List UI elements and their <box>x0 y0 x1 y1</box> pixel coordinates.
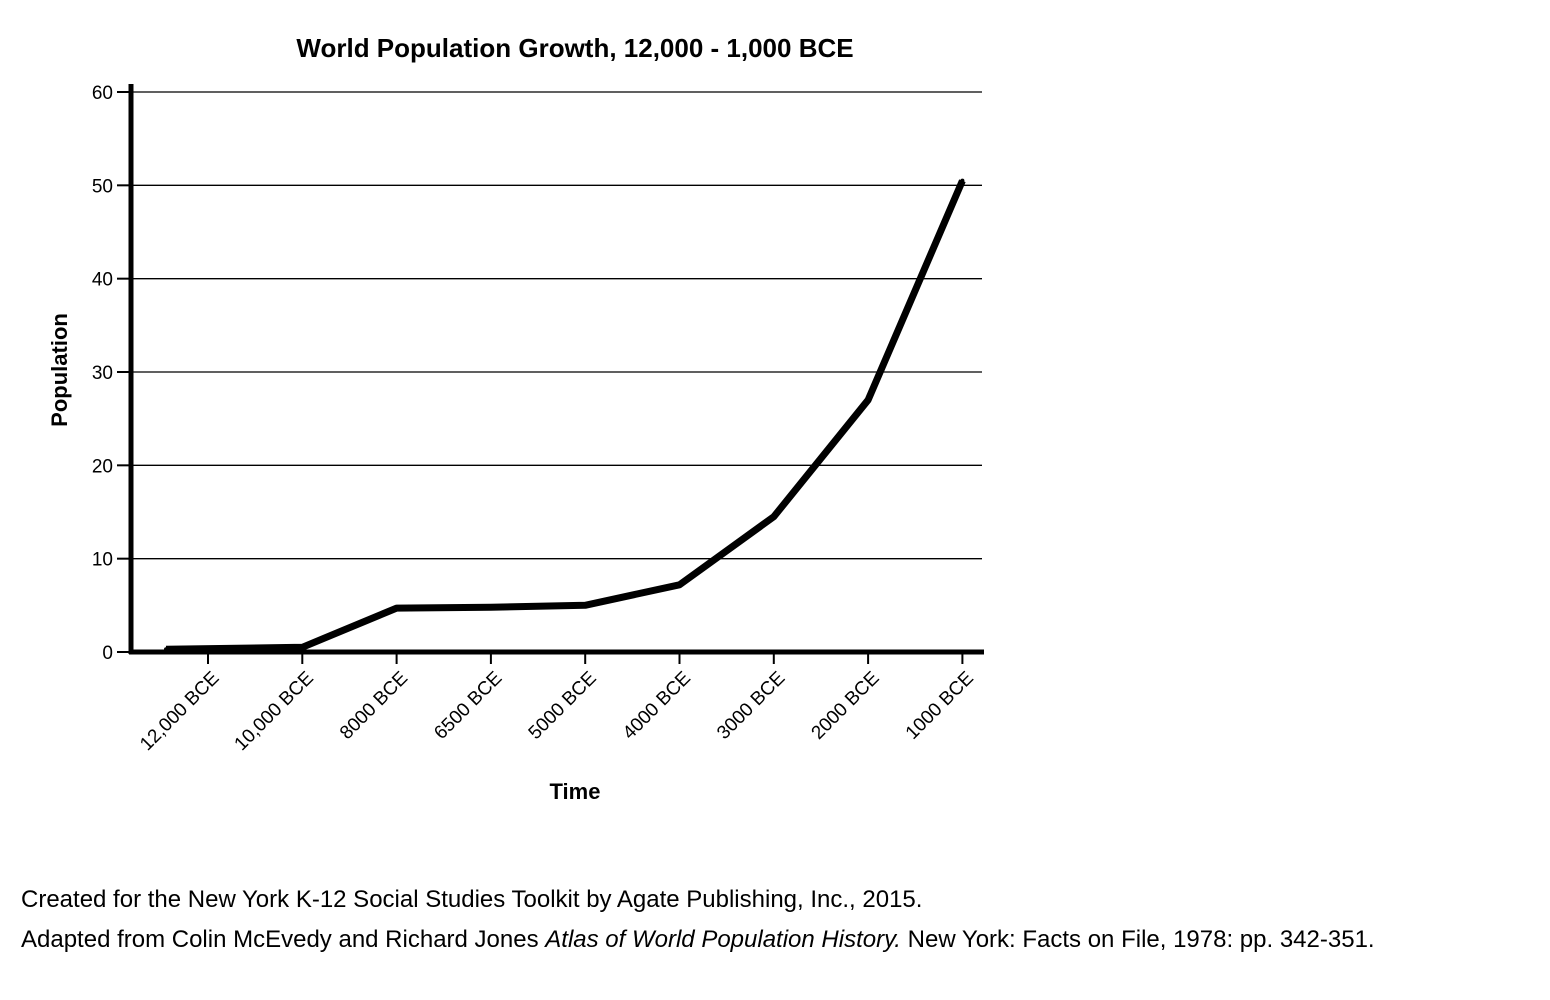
x-tick-label: 6500 BCE <box>430 668 506 744</box>
axes <box>117 84 984 664</box>
x-tick-label: 3000 BCE <box>713 668 789 744</box>
x-tick-label: 10,000 BCE <box>231 668 318 755</box>
y-tick-label: 40 <box>92 270 113 291</box>
data-point <box>488 605 493 610</box>
data-point <box>394 606 399 611</box>
data-point <box>677 582 682 587</box>
data-point <box>866 398 871 402</box>
chart-title: World Population Growth, 12,000 - 1,000 … <box>296 33 853 63</box>
x-tick-label: 1000 BCE <box>902 668 978 744</box>
data-point <box>960 178 965 183</box>
citation-prefix: Adapted from Colin McEvedy and Richard J… <box>21 926 546 953</box>
line-chart: World Population Growth, 12,000 - 1,000 … <box>47 33 984 804</box>
citation-book-title: Atlas of World Population History. <box>545 926 901 953</box>
credit-line: Created for the New York K-12 Social Stu… <box>21 886 923 913</box>
citation-line: Adapted from Colin McEvedy and Richard J… <box>21 920 1375 960</box>
series-layer <box>164 178 966 653</box>
data-point <box>771 514 776 519</box>
y-tick-label: 60 <box>92 83 113 104</box>
citation-suffix: New York: Facts on File, 1978: pp. 342-3… <box>900 926 1375 953</box>
x-tick-label: 2000 BCE <box>808 668 884 744</box>
y-tick-label: 20 <box>92 456 113 477</box>
x-tick-label: 5000 BCE <box>525 668 601 744</box>
y-tick-label: 30 <box>92 363 113 384</box>
x-axis-title: Time <box>550 779 601 804</box>
y-tick-label: 10 <box>92 550 113 571</box>
source-credits: Created for the New York K-12 Social Stu… <box>21 880 1375 960</box>
x-tick-label: 8000 BCE <box>336 668 412 744</box>
y-axis-title: Population <box>47 313 72 427</box>
gridlines <box>131 91 982 560</box>
population-line <box>165 179 966 653</box>
x-tick-label: 4000 BCE <box>619 668 695 744</box>
data-point <box>583 603 588 608</box>
data-point <box>300 645 305 650</box>
x-tick-label: 12,000 BCE <box>136 668 223 755</box>
y-tick-label: 0 <box>102 643 113 664</box>
y-tick-label: 50 <box>92 176 113 197</box>
data-point <box>164 647 168 652</box>
